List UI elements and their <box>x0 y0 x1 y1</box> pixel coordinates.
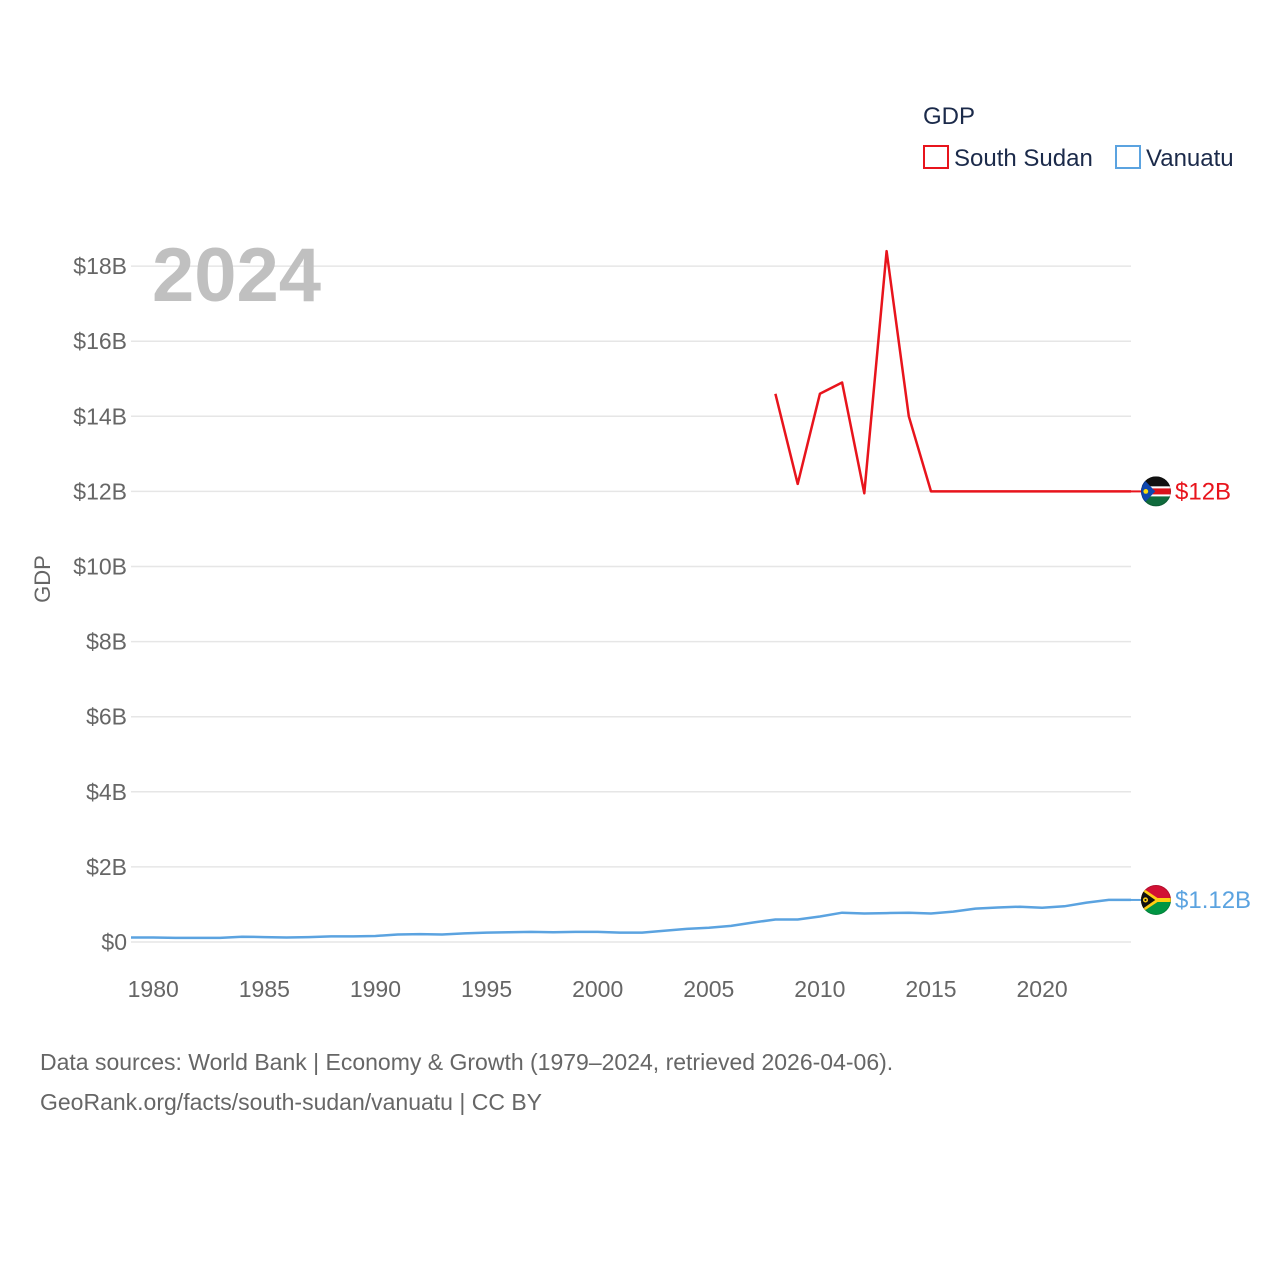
end-value-label-south-sudan: $12B <box>1175 478 1231 505</box>
x-tick-label: 1990 <box>350 976 401 1002</box>
series-end-markers: $12B $1.12B <box>1131 476 1251 915</box>
y-tick-label: $10B <box>73 554 127 580</box>
legend[interactable]: GDP South Sudan Vanuatu <box>923 103 1234 172</box>
y-tick-label: $16B <box>73 328 127 354</box>
x-tick-label: 1995 <box>461 976 512 1002</box>
y-tick-label: $8B <box>86 629 127 655</box>
legend-swatch <box>923 145 949 169</box>
y-axis-label: GDP <box>30 555 55 603</box>
x-axis-ticks: 1980 1985 1990 1995 2000 2005 2010 2015 2020 <box>128 976 1068 1002</box>
series-line-south-sudan <box>774 249 1131 495</box>
legend-item-south-sudan[interactable]: South Sudan <box>923 145 1093 172</box>
y-tick-label: $2B <box>86 854 127 880</box>
year-watermark: 2024 <box>152 233 321 318</box>
footer: Data sources: World Bank | Economy & Gro… <box>40 1042 893 1122</box>
x-tick-label: 2015 <box>905 976 956 1002</box>
gridlines <box>131 265 1131 943</box>
y-tick-label: $14B <box>73 403 127 429</box>
y-axis-ticks: $0 $2B $4B $6B $8B $10B $12B $14B $16B $18B <box>73 253 127 955</box>
y-tick-label: $18B <box>73 253 127 279</box>
x-tick-label: 2020 <box>1017 976 1068 1002</box>
legend-label: South Sudan <box>954 145 1093 172</box>
legend-item-vanuatu[interactable]: Vanuatu <box>1115 145 1234 172</box>
x-tick-label: 2000 <box>572 976 623 1002</box>
south-sudan-flag-icon <box>1141 476 1171 507</box>
x-tick-label: 2005 <box>683 976 734 1002</box>
series-lines <box>131 249 1131 940</box>
end-value-label-vanuatu: $1.12B <box>1175 887 1251 914</box>
y-tick-label: $4B <box>86 779 127 805</box>
y-tick-label: $0 <box>101 929 127 955</box>
x-tick-label: 1980 <box>128 976 179 1002</box>
y-tick-label: $6B <box>86 704 127 730</box>
x-tick-label: 2010 <box>794 976 845 1002</box>
footer-url[interactable]: GeoRank.org/facts/south-sudan/vanuatu | … <box>40 1089 543 1115</box>
vanuatu-flag-icon <box>1141 884 1171 915</box>
legend-label: Vanuatu <box>1146 145 1234 172</box>
footer-sources: Data sources: World Bank | Economy & Gro… <box>40 1049 894 1075</box>
legend-title: GDP <box>923 103 975 130</box>
series-line-vanuatu <box>131 898 1131 940</box>
x-tick-label: 1985 <box>239 976 290 1002</box>
gdp-line-chart: $0$2B$4B$6B$8B$10B$12B$14B$16B$18B 1980 1… <box>30 103 1251 1002</box>
y-tick-label: $12B <box>73 478 127 504</box>
legend-swatch <box>1115 145 1141 169</box>
